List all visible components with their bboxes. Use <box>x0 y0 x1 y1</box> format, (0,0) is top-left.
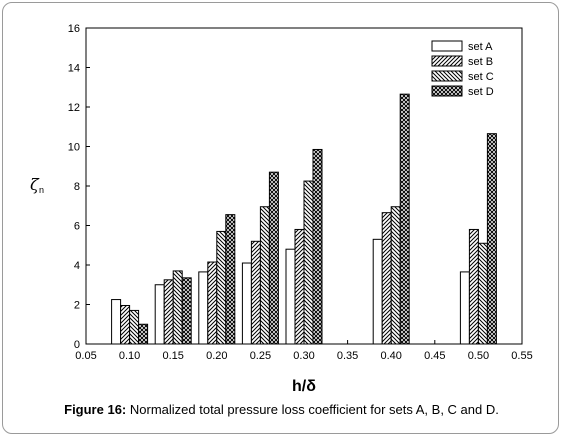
caption-label: Figure 16: <box>64 402 127 417</box>
bar <box>399 93 410 345</box>
y-axis: 0 2 4 6 8 10 12 14 16 <box>68 23 90 351</box>
bar <box>390 206 401 345</box>
bar <box>138 323 149 345</box>
legend-swatch <box>431 85 463 97</box>
legend-label: set D <box>468 86 494 98</box>
y-tick-label: 0 <box>74 339 80 351</box>
bar <box>250 240 261 345</box>
bar <box>477 242 488 345</box>
y-tick-label: 10 <box>68 142 80 154</box>
bar <box>129 309 140 345</box>
bars <box>111 93 497 345</box>
y-tick-label: 14 <box>68 63 80 75</box>
bar <box>268 171 279 345</box>
legend: set A set B set C set D <box>431 40 494 98</box>
x-tick-label: 0.30 <box>293 350 314 362</box>
bar <box>181 277 192 345</box>
y-tick-label: 4 <box>74 260 80 272</box>
bar <box>241 262 252 345</box>
x-tick-label: 0.35 <box>337 350 358 362</box>
y-tick-label: 2 <box>74 300 80 312</box>
legend-label: set C <box>468 71 494 83</box>
x-tick-label: 0.25 <box>250 350 271 362</box>
y-tick-label: 6 <box>74 221 80 233</box>
x-tick-label: 0.15 <box>162 350 183 362</box>
x-tick-label: 0.50 <box>468 350 489 362</box>
y-tick-label: 12 <box>68 102 80 114</box>
figure-caption: Figure 16: Normalized total pressure los… <box>0 402 563 417</box>
bar <box>285 248 296 345</box>
bar <box>225 214 236 345</box>
x-tick-label: 0.55 <box>511 350 532 362</box>
x-axis-label: h/δ <box>292 378 316 395</box>
x-tick-label: 0.10 <box>119 350 140 362</box>
bar <box>111 299 122 345</box>
x-tick-label: 0.45 <box>424 350 445 362</box>
legend-swatch <box>431 70 463 82</box>
bar <box>381 212 392 345</box>
legend-swatch <box>431 55 463 67</box>
bar <box>216 230 227 345</box>
figure-frame <box>2 2 559 434</box>
y-tick-label: 16 <box>68 23 80 35</box>
chart: 0 2 4 6 8 10 12 14 16 0.05 0.10 0.15 0.20 0.25 0.30 0.… <box>30 23 533 395</box>
legend-swatch <box>431 40 463 52</box>
bar <box>120 304 131 345</box>
bar <box>459 271 470 345</box>
legend-label: set A <box>468 41 493 53</box>
x-tick-label: 0.40 <box>380 350 401 362</box>
bar <box>207 261 218 345</box>
bar <box>198 271 209 345</box>
x-tick-label: 0.05 <box>75 350 96 362</box>
bar <box>372 238 383 345</box>
bar <box>154 284 165 345</box>
y-axis-label-subscript: n <box>39 185 44 195</box>
bar <box>259 206 270 345</box>
bar <box>486 133 497 345</box>
bar <box>468 228 479 345</box>
y-tick-label: 8 <box>74 181 80 193</box>
bar <box>312 148 323 345</box>
legend-label: set B <box>468 56 493 68</box>
x-tick-label: 0.20 <box>206 350 227 362</box>
caption-text: Normalized total pressure loss coefficie… <box>129 402 499 417</box>
y-axis-label-symbol: ζ <box>30 175 40 194</box>
bar <box>172 270 183 345</box>
bar <box>303 180 314 345</box>
bar <box>163 279 174 345</box>
bar <box>294 228 305 345</box>
